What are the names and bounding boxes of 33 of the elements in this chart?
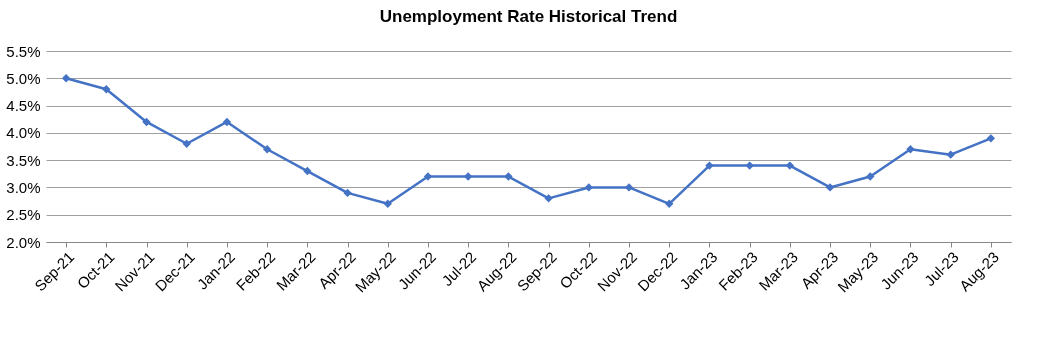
point [665,199,674,208]
point [705,161,714,170]
point [142,117,151,127]
point [343,188,352,198]
y-tick-label: 5.5% [6,42,41,60]
point [423,172,433,181]
y-tick-label: 5.0% [6,69,41,87]
point [986,134,996,143]
y-tick-label: 3.5% [6,151,41,169]
point [102,85,111,94]
point [946,150,955,159]
point [584,183,593,192]
point [906,145,915,154]
point [504,172,513,181]
point [624,183,634,192]
point [182,139,191,148]
y-tick-label: 4.5% [6,97,41,115]
y-tick-label: 4.0% [6,124,41,142]
point [383,199,392,208]
y-tick-label: 2.0% [6,233,41,251]
point [303,166,312,176]
point [866,172,875,181]
point [544,194,553,203]
point [745,161,754,170]
point [262,145,272,154]
point [61,74,71,83]
point [785,161,795,170]
chart-title: Unemployment Rate Historical Trend [379,7,678,26]
point [222,117,232,127]
point [825,183,835,192]
y-tick-label: 2.5% [6,206,41,224]
y-tick-label: 3.0% [6,178,41,196]
point [464,172,473,181]
